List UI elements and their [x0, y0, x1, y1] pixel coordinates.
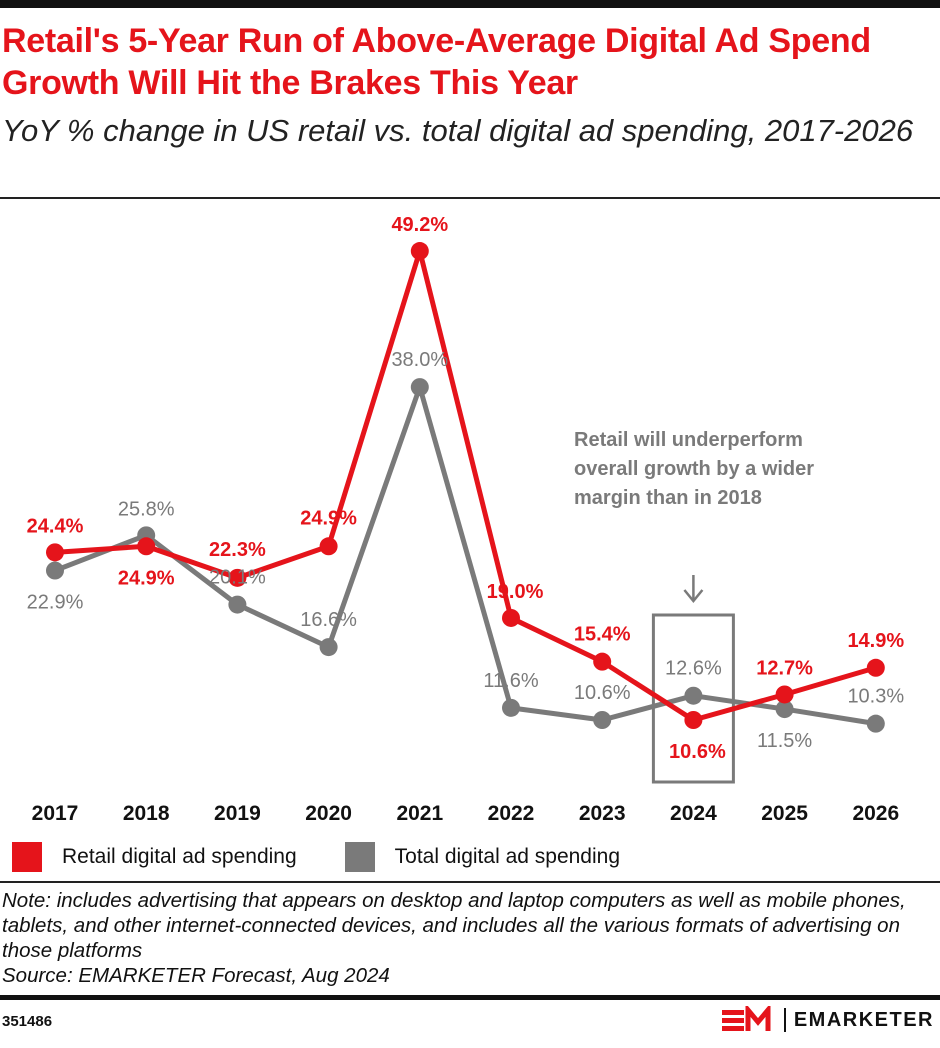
- data-point: [593, 652, 612, 671]
- annotation-text: overall growth by a wider: [574, 458, 814, 480]
- data-label: 16.6%: [300, 609, 357, 631]
- data-label: 12.6%: [665, 658, 722, 680]
- data-label: 49.2%: [391, 214, 448, 236]
- x-tick-label: 2019: [214, 802, 261, 825]
- source-text: Source: EMARKETER Forecast, Aug 2024: [2, 964, 390, 987]
- x-tick-label: 2022: [488, 802, 535, 825]
- data-label: 24.9%: [300, 507, 357, 529]
- data-label: 24.4%: [27, 515, 84, 537]
- data-point: [410, 378, 429, 397]
- data-label: 38.0%: [391, 349, 448, 371]
- em-logo-icon: [721, 1006, 771, 1031]
- series-line-retail: [54, 248, 877, 723]
- x-tick-label: 2026: [852, 802, 899, 825]
- chart-id: 351486: [2, 1013, 53, 1030]
- chart-title: Retail's 5-Year Run of Above-Average Dig…: [2, 22, 871, 102]
- data-label: 25.8%: [118, 498, 175, 520]
- data-point: [866, 714, 885, 733]
- legend-swatch-retail: [12, 842, 42, 872]
- data-label: 20.1%: [209, 567, 266, 589]
- data-label: 10.6%: [574, 682, 631, 704]
- top-bar: [0, 0, 940, 8]
- data-point: [684, 711, 703, 729]
- data-point: [46, 543, 64, 562]
- x-tick-label: 2025: [761, 802, 808, 825]
- data-point: [502, 698, 520, 717]
- line-chart: Retail will underperform overall growth b…: [27, 214, 905, 825]
- x-tick-label: 2021: [396, 802, 443, 825]
- x-tick-label: 2018: [123, 802, 170, 825]
- note-text: Note: includes advertising that appears …: [2, 889, 906, 962]
- x-tick-label: 2023: [579, 802, 626, 825]
- data-label: 22.3%: [209, 539, 266, 561]
- data-point: [46, 561, 64, 580]
- series-line-total: [54, 384, 877, 727]
- legend-swatch-total: [344, 842, 375, 872]
- data-point: [775, 685, 794, 704]
- divider: [0, 197, 940, 199]
- data-point: [228, 595, 247, 614]
- x-tick-label: 2017: [32, 802, 79, 825]
- legend-label-retail: Retail digital ad spending: [62, 845, 297, 868]
- data-point: [593, 711, 612, 729]
- data-point: [775, 700, 794, 719]
- data-label: 11.5%: [757, 730, 812, 752]
- data-point: [866, 658, 885, 677]
- logo-text: EMARKETER: [793, 1008, 934, 1031]
- footnote: Note: includes advertising that appears …: [2, 888, 932, 988]
- data-label: 19.0%: [487, 581, 544, 603]
- chart-subtitle: YoY % change in US retail vs. total digi…: [2, 113, 914, 148]
- data-point: [228, 568, 247, 587]
- logo-divider: [783, 1008, 786, 1032]
- data-point: [502, 608, 520, 627]
- annotation-box: [651, 613, 735, 784]
- data-label: 15.4%: [574, 624, 631, 646]
- data-label: 10.6%: [669, 741, 726, 763]
- divider: [0, 995, 940, 1000]
- legend: Retail digital ad spending Total digital…: [12, 842, 620, 872]
- data-label: 10.3%: [847, 686, 904, 708]
- annotation-text: margin than in 2018: [574, 487, 762, 509]
- legend-label-total: Total digital ad spending: [394, 845, 621, 868]
- data-label: 12.7%: [756, 657, 813, 679]
- annotation-arrowhead: [683, 589, 704, 603]
- data-point: [410, 242, 429, 261]
- data-label: 24.9%: [118, 567, 175, 589]
- x-tick-label: 2024: [670, 802, 717, 825]
- data-label: 11.6%: [483, 670, 538, 692]
- data-label: 14.9%: [847, 630, 904, 652]
- data-point: [319, 537, 338, 556]
- divider: [0, 881, 940, 883]
- annotation-text: Retail will underperform: [574, 429, 803, 451]
- data-point: [319, 638, 338, 657]
- data-label: 22.9%: [27, 592, 84, 614]
- data-point: [684, 686, 703, 705]
- x-tick-label: 2020: [305, 802, 352, 825]
- emarketer-logo: EMARKETER: [720, 1006, 934, 1034]
- data-point: [137, 537, 156, 556]
